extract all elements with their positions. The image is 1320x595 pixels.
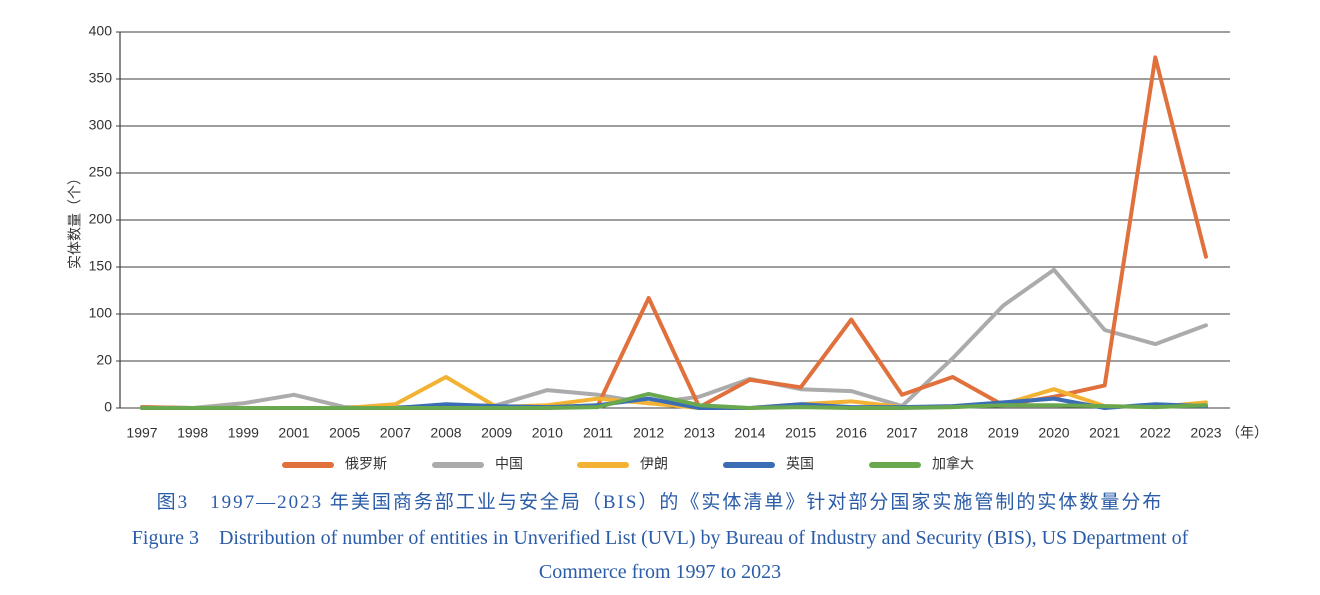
y-tick-label: 20 — [96, 352, 112, 368]
series-line-russia — [140, 55, 1208, 410]
x-tick-label: 2007 — [380, 425, 411, 441]
x-tick-label: 2011 — [583, 425, 613, 441]
x-tick-label: 1998 — [177, 425, 208, 441]
legend-item-iran: 伊朗 — [577, 456, 668, 472]
x-tick-label: 1997 — [126, 425, 157, 441]
legend-label-china: 中国 — [495, 456, 523, 472]
x-tick-label: 2008 — [430, 425, 461, 441]
legend-item-canada: 加拿大 — [869, 456, 974, 472]
figure-caption-chinese: 图3 1997—2023 年美国商务部工业与安全局（BIS）的《实体清单》针对部… — [156, 492, 1164, 513]
y-tick-labels: 0 20 100 150 200 250 300 350 400 — [89, 23, 113, 415]
y-axis-label: 实体数量（个） — [67, 171, 83, 269]
x-tick-label: 2005 — [329, 425, 360, 441]
gridlines — [116, 31, 1230, 409]
x-tick-label: 2012 — [633, 425, 664, 441]
y-tick-label: 0 — [104, 399, 112, 415]
x-tick-labels: 1997 1998 1999 2001 2005 2007 2008 2009 2010 2011… — [126, 425, 1221, 441]
figure-caption-english-line-2: Commerce from 1997 to 2023 — [538, 561, 782, 583]
legend-label-uk: 英国 — [786, 456, 814, 472]
y-tick-label: 100 — [89, 305, 113, 321]
legend-label-canada: 加拿大 — [932, 456, 974, 472]
line-chart: 0 20 100 150 200 250 300 350 400 1997 1998 1999 200… — [67, 23, 1268, 472]
x-axis-unit: （年） — [1226, 425, 1268, 441]
y-tick-label: 350 — [89, 70, 113, 86]
series-line-china — [140, 267, 1208, 410]
y-tick-label: 300 — [89, 117, 113, 133]
x-tick-label: 2013 — [684, 425, 715, 441]
x-tick-label: 2021 — [1089, 425, 1120, 441]
x-tick-label: 2015 — [785, 425, 816, 441]
x-tick-label: 2019 — [988, 425, 1019, 441]
legend-item-uk: 英国 — [723, 456, 814, 472]
legend-label-russia: 俄罗斯 — [345, 456, 387, 472]
legend-label-iran: 伊朗 — [640, 456, 668, 472]
y-tick-label: 250 — [89, 164, 113, 180]
x-tick-label: 2017 — [886, 425, 917, 441]
legend-item-china: 中国 — [432, 456, 523, 472]
y-tick-label: 400 — [89, 23, 113, 39]
series-lines — [140, 55, 1208, 410]
x-tick-label: 2020 — [1038, 425, 1069, 441]
x-tick-label: 2023 — [1190, 425, 1221, 441]
x-tick-label: 2001 — [278, 425, 309, 441]
x-tick-label: 2022 — [1140, 425, 1171, 441]
series-line-canada — [140, 391, 1208, 410]
legend-item-russia: 俄罗斯 — [282, 456, 387, 472]
x-tick-label: 2018 — [937, 425, 968, 441]
x-tick-label: 2016 — [836, 425, 867, 441]
figure-caption-english-line-1: Figure 3 Distribution of number of entit… — [131, 527, 1189, 549]
legend: 俄罗斯 中国 伊朗 英国 加拿大 — [282, 456, 974, 472]
x-tick-label: 2010 — [532, 425, 563, 441]
x-tick-label: 2014 — [734, 425, 765, 441]
x-tick-label: 1999 — [228, 425, 259, 441]
y-tick-label: 200 — [89, 211, 113, 227]
y-tick-label: 150 — [89, 258, 113, 274]
x-tick-label: 2009 — [481, 425, 512, 441]
